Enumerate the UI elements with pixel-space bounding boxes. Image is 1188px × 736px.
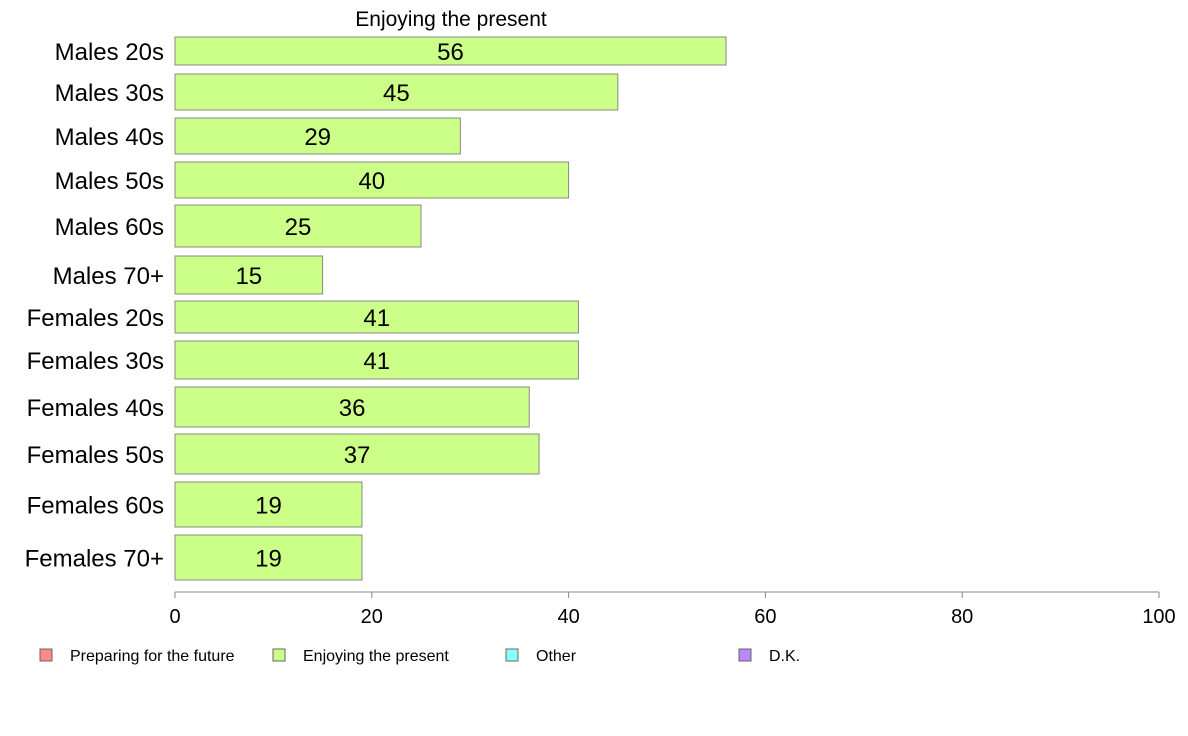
category-label: Females 60s	[27, 493, 164, 520]
x-tick-label: 20	[361, 606, 383, 628]
legend-label: D.K.	[769, 648, 800, 665]
data-label: 15	[235, 263, 262, 290]
bar	[174, 117, 461, 155]
legend-swatch	[505, 648, 519, 662]
category-label: Females 20s	[27, 305, 164, 332]
legend-label: Preparing for the future	[70, 648, 235, 665]
bar	[174, 36, 727, 66]
category-label: Females 40s	[27, 395, 164, 422]
bar	[174, 73, 619, 111]
category-label: Females 30s	[27, 348, 164, 375]
category-label: Males 70+	[53, 263, 164, 290]
data-label: 19	[255, 493, 282, 520]
data-label: 45	[383, 80, 410, 107]
data-label: 19	[255, 546, 282, 573]
category-label: Males 20s	[55, 39, 164, 66]
data-label: 40	[358, 168, 385, 195]
x-tick-label: 40	[557, 606, 579, 628]
data-label: 56	[437, 39, 464, 66]
x-axis: 0 20 40 60 80 100	[169, 591, 1176, 628]
bar	[174, 481, 363, 528]
data-label: 29	[304, 124, 331, 151]
data-label: 41	[363, 348, 390, 375]
data-label: 37	[344, 442, 371, 469]
data-label: 25	[285, 214, 312, 241]
bar	[174, 534, 363, 581]
x-tick-label: 0	[169, 606, 180, 628]
category-label: Males 30s	[55, 80, 164, 107]
bar	[174, 204, 422, 248]
category-label: Females 50s	[27, 442, 164, 469]
legend-swatch	[738, 648, 752, 662]
legend-swatch	[39, 648, 53, 662]
legend-label: Other	[536, 648, 577, 665]
category-label: Males 60s	[55, 214, 164, 241]
data-label: 36	[339, 395, 366, 422]
data-label: 41	[363, 305, 390, 332]
bar	[174, 161, 570, 199]
category-label: Males 50s	[55, 168, 164, 195]
bar	[174, 255, 324, 295]
bar	[174, 433, 540, 475]
bars-layer: Males 20s 56 Males 30s 45 Males 40s 29 Males 5…	[25, 36, 727, 581]
legend-swatch	[272, 648, 286, 662]
legend: Preparing for the future Enjoying the pre…	[39, 648, 800, 665]
category-label: Males 40s	[55, 124, 164, 151]
bar	[174, 386, 530, 428]
bar	[174, 300, 579, 334]
category-label: Females 70+	[25, 546, 164, 573]
bar	[174, 340, 579, 380]
x-tick-label: 60	[754, 606, 776, 628]
chart-title: Enjoying the present	[355, 8, 547, 31]
x-tick-label: 100	[1142, 606, 1175, 628]
x-tick-label: 80	[951, 606, 973, 628]
legend-label: Enjoying the present	[303, 648, 449, 665]
